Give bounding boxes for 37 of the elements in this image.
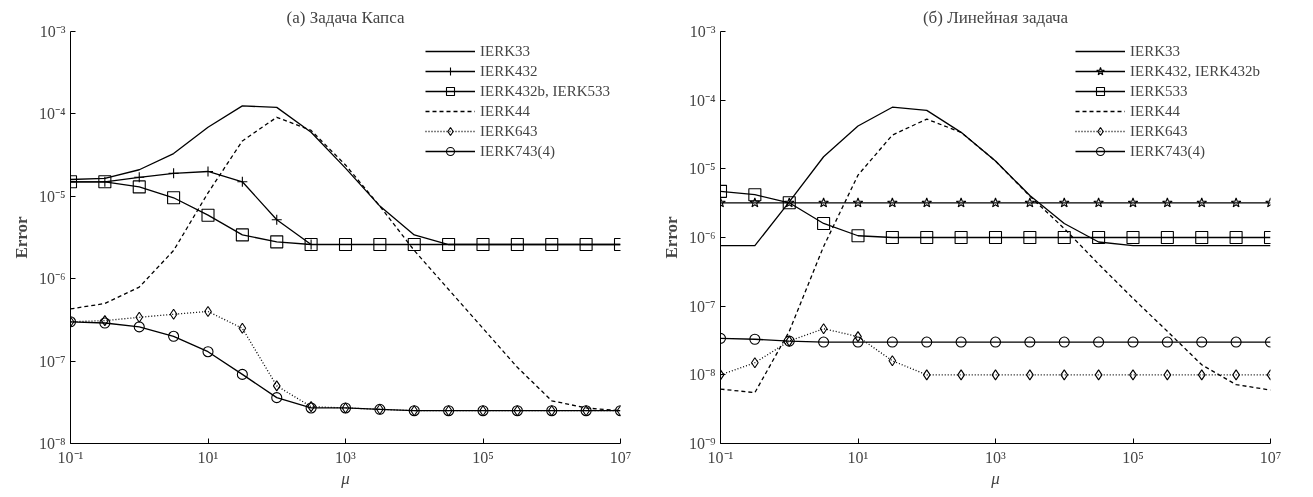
legend-label: IERK743(4) bbox=[480, 141, 555, 161]
y-tick-label: 10⁻⁴ bbox=[38, 105, 66, 123]
chart-title: (а) Задача Капса bbox=[286, 7, 405, 27]
legend-label: IERK432b, IERK533 bbox=[480, 81, 610, 101]
legend-label: IERK643 bbox=[1130, 121, 1188, 141]
x-axis-title: μ bbox=[990, 468, 1000, 488]
y-tick-label: 10⁻⁴ bbox=[688, 91, 716, 109]
y-tick-label: 10⁻⁵ bbox=[38, 187, 66, 205]
legend-label: IERK432 bbox=[480, 61, 538, 81]
legend-label: IERK743(4) bbox=[1130, 141, 1205, 161]
legend-label: IERK33 bbox=[480, 41, 530, 61]
x-tick-label: 10⁵ bbox=[472, 448, 494, 466]
y-tick-label: 10⁻⁶ bbox=[38, 270, 66, 288]
y-axis-title: Error bbox=[661, 215, 681, 259]
x-tick-label: 10³ bbox=[985, 448, 1007, 466]
y-tick-label: 10⁻³ bbox=[39, 23, 66, 40]
x-tick-label: 10³ bbox=[335, 448, 357, 466]
legend-label: IERK533 bbox=[1130, 81, 1188, 101]
y-tick-label: 10⁻⁷ bbox=[688, 297, 716, 315]
x-axis-title: μ bbox=[340, 468, 350, 488]
x-tick-label: 10¹ bbox=[847, 448, 869, 466]
x-tick-label: 10⁵ bbox=[1122, 448, 1144, 466]
x-tick-label: 10¹ bbox=[197, 448, 219, 466]
y-tick-label: 10⁻⁶ bbox=[688, 229, 716, 246]
y-tick-label: 10⁻⁵ bbox=[688, 160, 716, 178]
legend-label: IERK44 bbox=[1130, 101, 1180, 121]
y-tick-label: 10⁻⁸ bbox=[688, 366, 716, 384]
chart-title: (б) Линейная задача bbox=[922, 7, 1069, 27]
x-tick-label: 10⁷ bbox=[1259, 448, 1282, 466]
y-tick-label: 10⁻⁷ bbox=[38, 352, 66, 370]
x-tick-label: 10⁷ bbox=[609, 448, 632, 466]
y-axis-title: Error bbox=[11, 215, 31, 259]
legend-label: IERK44 bbox=[480, 101, 530, 121]
legend-label: IERK432, IERK432b bbox=[1130, 61, 1260, 81]
y-tick-label: 10⁻³ bbox=[689, 23, 716, 40]
legend-label: IERK643 bbox=[480, 121, 538, 141]
legend-label: IERK33 bbox=[1130, 41, 1180, 61]
